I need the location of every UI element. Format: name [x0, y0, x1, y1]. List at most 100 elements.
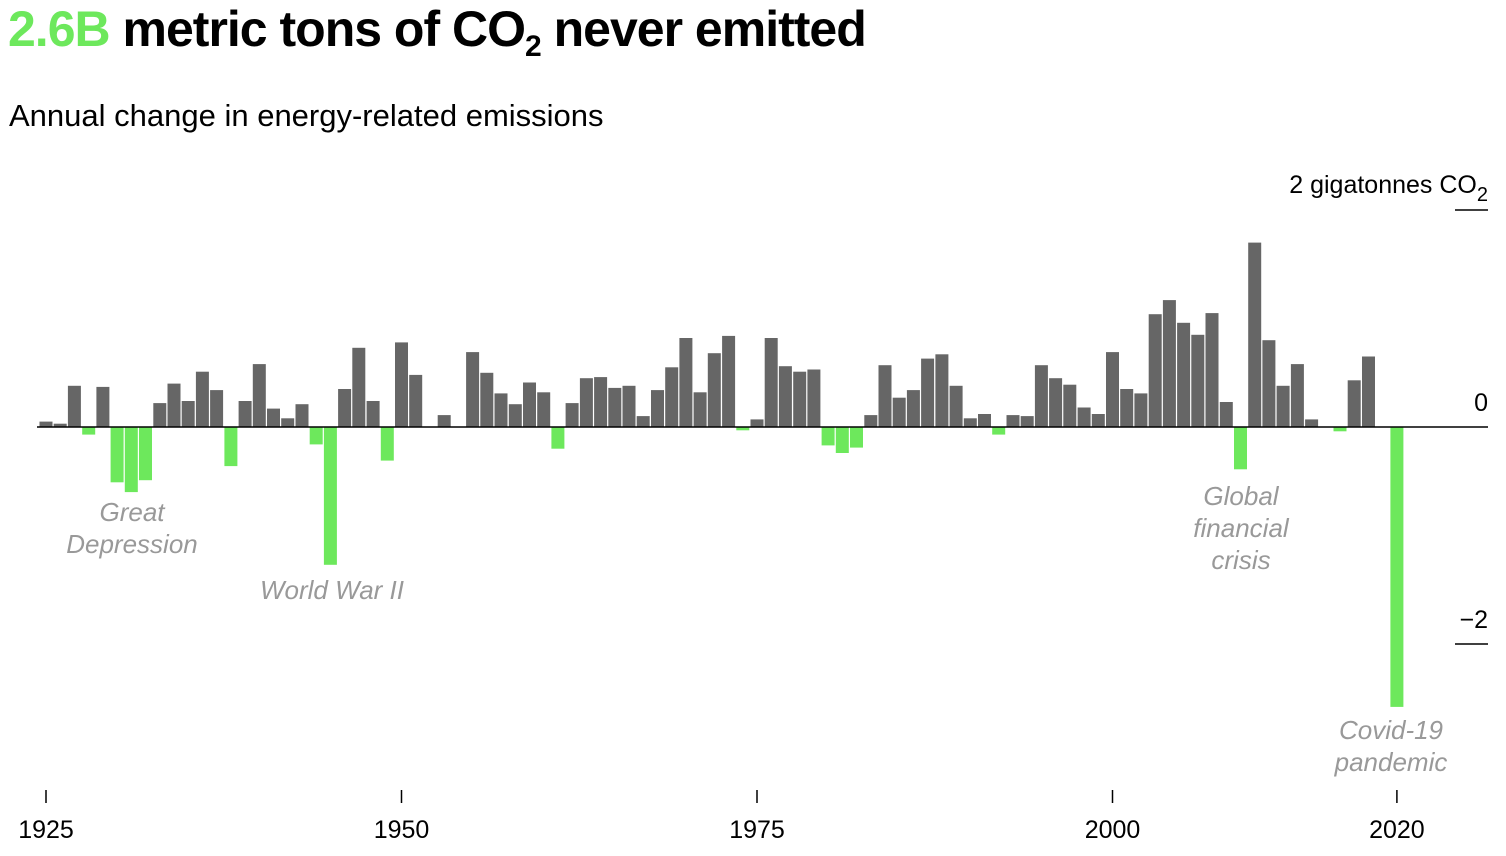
bar-1972 — [707, 353, 721, 427]
bar-1933 — [153, 403, 167, 427]
bar-1925 — [39, 421, 53, 427]
bar-1929 — [96, 386, 110, 427]
bar-1939 — [238, 401, 252, 427]
bar-1997 — [1063, 384, 1077, 427]
chart-title: 2.6B metric tons of CO2 never emitted — [8, 0, 867, 62]
bar-1943 — [295, 404, 309, 427]
bar-2016 — [1333, 427, 1347, 432]
bar-1978 — [793, 371, 807, 427]
headline-text-b: never emitted — [553, 1, 867, 57]
bar-2014 — [1305, 419, 1319, 427]
bar-1973 — [722, 335, 736, 427]
bar-1942 — [281, 418, 295, 427]
bar-2013 — [1290, 364, 1304, 427]
bar-2009 — [1234, 427, 1247, 470]
bar-2008 — [1219, 402, 1233, 427]
annotation-label: Great Depression — [66, 497, 198, 559]
bar-1957 — [494, 393, 508, 427]
bar-1946 — [338, 389, 352, 427]
bar-1926 — [53, 423, 67, 427]
bar-1927 — [67, 385, 81, 427]
bar-2001 — [1120, 389, 1134, 427]
bar-1974 — [736, 427, 750, 431]
headline-text-a: metric tons of CO — [122, 1, 526, 57]
bar-1971 — [693, 392, 707, 427]
bar-1984 — [878, 365, 892, 427]
bar-1983 — [864, 415, 878, 427]
y-tick-label: 0 — [1474, 389, 1488, 417]
bar-1960 — [537, 392, 551, 427]
bar-2017 — [1347, 380, 1361, 427]
bar-1989 — [949, 385, 963, 427]
x-tick-label: 2020 — [1369, 816, 1425, 844]
bar-1932 — [139, 427, 152, 481]
x-tick-label: 1975 — [729, 816, 785, 844]
bar-1993 — [1006, 415, 1020, 427]
bar-1945 — [323, 427, 337, 565]
bar-1941 — [267, 408, 280, 427]
x-tick-label: 1925 — [18, 816, 74, 844]
bar-1985 — [892, 397, 906, 427]
bar-1962 — [565, 403, 579, 427]
bar-1995 — [1034, 365, 1048, 427]
annotations-group: Great Depression World War II Global financi… — [66, 481, 1447, 777]
x-tick-label: 1950 — [374, 816, 430, 844]
bar-1930 — [110, 427, 124, 483]
bar-1991 — [978, 414, 991, 427]
bar-1969 — [665, 367, 679, 427]
bar-1992 — [992, 427, 1006, 435]
y-unit-label: 2 gigatonnes CO2 — [1289, 171, 1488, 206]
headline-value: 2.6B — [8, 1, 111, 57]
bar-1947 — [352, 347, 366, 427]
bar-1961 — [551, 427, 565, 449]
bar-1988 — [935, 354, 949, 427]
bar-1999 — [1091, 414, 1105, 427]
bar-1975 — [750, 419, 764, 427]
bar-1986 — [906, 390, 920, 427]
bar-1965 — [608, 387, 622, 427]
bar-2003 — [1148, 314, 1162, 427]
x-tick-label: 2000 — [1085, 816, 1141, 844]
bar-1977 — [778, 366, 792, 427]
bar-1931 — [124, 427, 138, 493]
y-tick-label: −2 — [1459, 606, 1488, 634]
annotation-label: Global financial crisis — [1193, 481, 1290, 575]
bar-1982 — [850, 427, 863, 448]
bar-1938 — [224, 427, 238, 467]
bar-1958 — [508, 404, 522, 427]
bar-1953 — [437, 415, 451, 427]
bar-1994 — [1020, 416, 1034, 427]
bar-1966 — [622, 385, 636, 427]
bar-1951 — [409, 374, 423, 427]
bar-1940 — [252, 364, 266, 427]
bar-1928 — [82, 427, 96, 435]
bar-1987 — [921, 358, 935, 427]
bar-2020 — [1390, 427, 1404, 707]
bar-1948 — [366, 401, 380, 427]
bar-2002 — [1134, 393, 1148, 427]
bar-1950 — [395, 342, 408, 427]
bar-1956 — [480, 372, 494, 428]
bar-2012 — [1276, 385, 1290, 427]
bar-1967 — [636, 416, 650, 427]
bar-2010 — [1248, 242, 1262, 427]
bar-1998 — [1077, 407, 1091, 427]
bar-1970 — [679, 338, 693, 427]
bar-1981 — [835, 427, 849, 453]
bar-1964 — [594, 377, 608, 427]
bar-1996 — [1049, 378, 1063, 427]
bar-2018 — [1362, 356, 1375, 427]
bar-2004 — [1162, 300, 1176, 427]
bar-2005 — [1177, 322, 1191, 427]
bar-2007 — [1205, 313, 1219, 427]
bar-1963 — [579, 378, 593, 427]
bar-1959 — [523, 382, 536, 427]
bar-1949 — [380, 427, 394, 461]
bar-1976 — [764, 338, 778, 427]
bar-1968 — [651, 390, 664, 427]
bar-1980 — [821, 427, 835, 446]
axes-group: 0 −2 2 gigatonnes CO2 1925 1950 1975 2000 2020 — [18, 171, 1488, 844]
bar-1944 — [309, 427, 323, 445]
bar-1936 — [195, 371, 209, 427]
